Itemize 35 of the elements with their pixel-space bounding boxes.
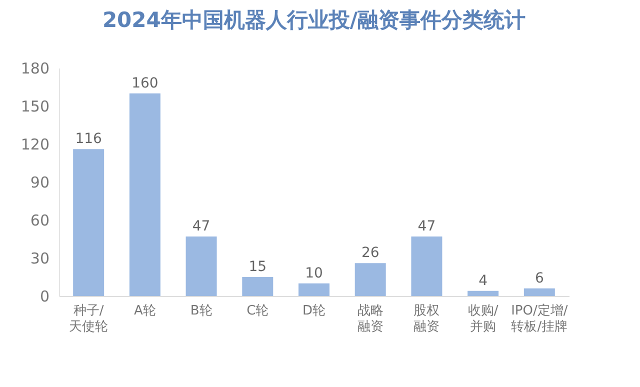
data-label: 116 <box>75 131 102 148</box>
x-tick-label: D轮 <box>302 304 326 318</box>
data-label: 15 <box>248 259 267 275</box>
bar <box>354 263 386 296</box>
chart-title: 2024年中国机器人行业投/融资事件分类统计 <box>102 8 526 32</box>
y-tick-label: 30 <box>30 250 50 268</box>
x-tick-label: A轮 <box>134 304 156 318</box>
bar <box>524 288 555 296</box>
data-label: 6 <box>534 270 544 286</box>
x-tick-label: B轮 <box>190 304 212 318</box>
x-tick-label: IPO/定增/转板/挂牌 <box>511 304 568 334</box>
x-tick-label: 收购/并购 <box>468 304 499 334</box>
data-label: 26 <box>361 245 380 262</box>
y-tick-label: 60 <box>30 212 50 230</box>
bar <box>73 149 104 296</box>
y-tick-label: 90 <box>30 174 50 192</box>
bar <box>468 290 499 296</box>
data-label: 4 <box>478 272 488 289</box>
y-tick-label: 0 <box>40 288 50 306</box>
bar <box>411 236 442 296</box>
data-label: 47 <box>192 218 210 234</box>
bar <box>186 236 217 296</box>
x-tick-label: 种子/天使轮 <box>69 304 108 334</box>
y-tick-label: 150 <box>20 98 50 116</box>
x-tick-label: C轮 <box>246 304 269 318</box>
data-label: 47 <box>418 218 436 234</box>
bar <box>298 283 330 296</box>
data-label: 160 <box>132 75 158 92</box>
bar <box>242 277 274 296</box>
x-tick-label: 股权融资 <box>414 304 440 334</box>
y-tick-label: 120 <box>20 136 50 154</box>
y-tick-label: 180 <box>20 60 50 78</box>
bar <box>129 93 160 296</box>
x-tick-label: 战略融资 <box>357 304 384 334</box>
data-label: 10 <box>305 265 323 282</box>
